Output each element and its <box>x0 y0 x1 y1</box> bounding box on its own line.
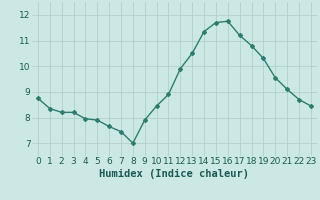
X-axis label: Humidex (Indice chaleur): Humidex (Indice chaleur) <box>100 169 249 179</box>
